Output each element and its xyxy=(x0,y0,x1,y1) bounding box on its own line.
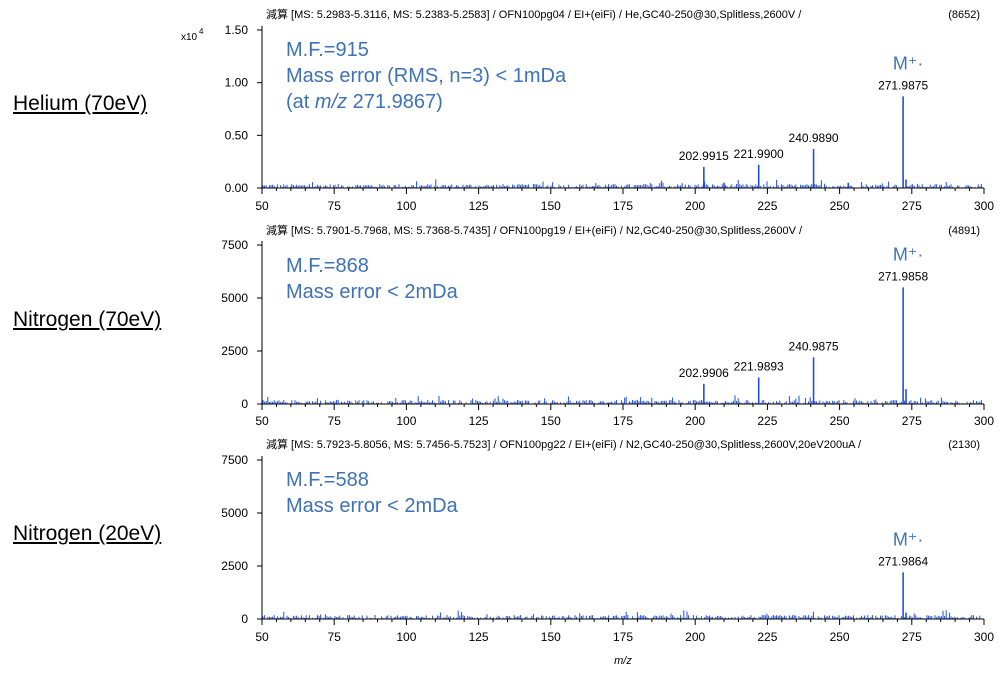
baseline-noise-trace xyxy=(262,610,982,619)
peak-mz-label: 202.9906 xyxy=(679,366,729,380)
peak-mz-label: 221.9893 xyxy=(734,360,784,374)
panel-header: 減算 [MS: 5.7923-5.8056, MS: 5.7456-5.7523… xyxy=(266,437,862,451)
side-label-helium: Helium (70eV) xyxy=(13,92,148,115)
x-tick-label: 125 xyxy=(469,630,489,644)
x-tick-label: 300 xyxy=(974,630,994,644)
x-tick-label: 150 xyxy=(541,199,561,213)
annotation-note: Mass error < 2mDa xyxy=(286,495,459,517)
panel-header: 減算 [MS: 5.7901-5.7968, MS: 5.7368-5.7435… xyxy=(266,223,803,237)
x-tick-label: 250 xyxy=(830,199,850,213)
y-exponent-label: x10 xyxy=(181,32,198,43)
baseline-noise-trace xyxy=(262,179,982,188)
x-tick-label: 75 xyxy=(328,630,342,644)
y-tick-label: 1.50 xyxy=(225,23,249,37)
annotation-note: M.F.=915 xyxy=(286,39,369,61)
x-tick-label: 50 xyxy=(255,630,269,644)
x-tick-label: 200 xyxy=(685,414,705,428)
x-tick-label: 125 xyxy=(469,414,489,428)
x-axis-label: m/z xyxy=(614,655,632,667)
y-tick-label: 7500 xyxy=(221,238,248,252)
baseline-noise-trace xyxy=(262,395,982,404)
x-tick-label: 275 xyxy=(902,630,922,644)
x-tick-label: 75 xyxy=(328,414,342,428)
x-tick-label: 175 xyxy=(613,630,633,644)
annotation-note: Mass error (RMS, n=3) < 1mDa xyxy=(286,65,567,87)
molecular-ion-label: M⁺· xyxy=(893,244,924,264)
y-tick-label: 5000 xyxy=(221,506,248,520)
y-tick-label: 5000 xyxy=(221,291,248,305)
panel-header-count: (4891) xyxy=(948,225,980,237)
y-tick-label: 0.50 xyxy=(225,128,249,142)
y-tick-label: 0 xyxy=(241,397,248,411)
x-tick-label: 300 xyxy=(974,414,994,428)
annotation-note: Mass error < 2mDa xyxy=(286,281,459,303)
peak-mz-label: 271.9864 xyxy=(878,554,928,568)
x-tick-label: 225 xyxy=(757,630,777,644)
y-tick-label: 7500 xyxy=(221,453,248,467)
x-tick-label: 250 xyxy=(830,630,850,644)
panel-header: 減算 [MS: 5.2983-5.3116, MS: 5.2383-5.2583… xyxy=(266,7,802,21)
x-tick-label: 125 xyxy=(469,199,489,213)
molecular-ion-label: M⁺· xyxy=(893,529,924,549)
x-tick-label: 200 xyxy=(685,199,705,213)
x-tick-label: 250 xyxy=(830,414,850,428)
x-tick-label: 275 xyxy=(902,414,922,428)
x-tick-label: 150 xyxy=(541,630,561,644)
side-label-nitrogen-20ev: Nitrogen (20eV) xyxy=(13,522,162,545)
x-tick-label: 100 xyxy=(396,630,416,644)
y-tick-label: 2500 xyxy=(221,344,248,358)
y-tick-label: 2500 xyxy=(221,559,248,573)
y-exponent-power: 4 xyxy=(199,27,204,36)
x-tick-label: 50 xyxy=(255,414,269,428)
x-tick-label: 175 xyxy=(613,199,633,213)
annotation-note: M.F.=588 xyxy=(286,469,369,491)
y-tick-label: 0 xyxy=(241,612,248,626)
x-tick-label: 225 xyxy=(757,199,777,213)
x-tick-label: 225 xyxy=(757,414,777,428)
x-tick-label: 300 xyxy=(974,199,994,213)
peak-mz-label: 271.9875 xyxy=(878,78,928,92)
peak-mz-label: 240.9875 xyxy=(789,339,839,353)
peak-mz-label: 271.9858 xyxy=(878,269,928,283)
x-tick-label: 75 xyxy=(328,199,342,213)
annotation-note: M.F.=868 xyxy=(286,255,369,277)
x-tick-label: 200 xyxy=(685,630,705,644)
panel-header-count: (8652) xyxy=(948,9,980,21)
side-label-nitrogen-70ev: Nitrogen (70eV) xyxy=(13,308,162,331)
molecular-ion-label: M⁺· xyxy=(893,53,924,73)
y-tick-label: 1.00 xyxy=(225,76,249,90)
y-tick-label: 0.00 xyxy=(225,181,249,195)
x-tick-label: 275 xyxy=(902,199,922,213)
x-tick-label: 50 xyxy=(255,199,269,213)
annotation-note: (at m/z 271.9867) xyxy=(286,91,443,113)
peak-mz-label: 221.9900 xyxy=(734,147,784,161)
x-tick-label: 175 xyxy=(613,414,633,428)
x-tick-label: 150 xyxy=(541,414,561,428)
peak-mz-label: 202.9915 xyxy=(679,149,729,163)
x-tick-label: 100 xyxy=(396,414,416,428)
peak-mz-label: 240.9890 xyxy=(789,131,839,145)
panel-header-count: (2130) xyxy=(948,439,980,451)
x-tick-label: 100 xyxy=(396,199,416,213)
